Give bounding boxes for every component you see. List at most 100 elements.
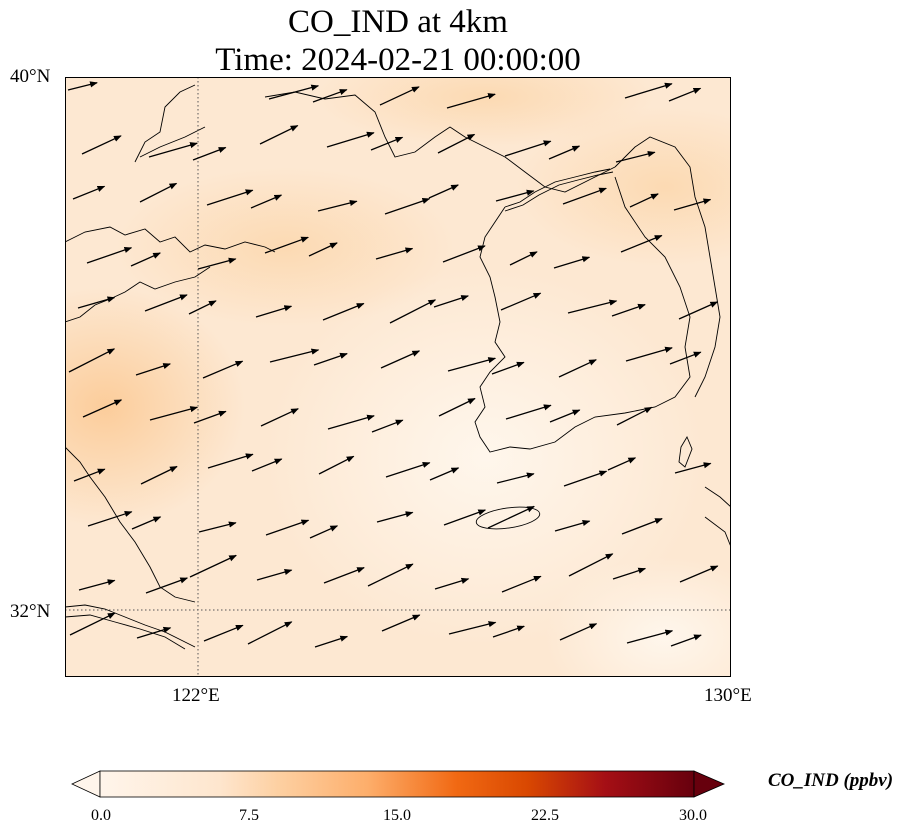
map-border — [65, 77, 731, 677]
wind-arrow — [428, 184, 459, 199]
wind-arrow — [131, 516, 162, 530]
wind-vectors — [67, 81, 719, 648]
wind-arrow — [385, 462, 431, 478]
wind-arrow — [265, 519, 310, 536]
wind-arrow — [621, 517, 663, 535]
wind-arrow — [509, 251, 538, 266]
wind-arrow — [367, 563, 414, 587]
wind-arrow — [495, 189, 535, 202]
wind-arrow — [554, 520, 591, 532]
wind-arrow — [562, 187, 607, 205]
colorbar-label: CO_IND (ppbv) — [768, 770, 894, 791]
wind-arrow — [678, 301, 719, 320]
map-title: CO_IND at 4km — [288, 4, 508, 40]
wind-arrow — [384, 198, 431, 215]
wind-arrow — [611, 303, 646, 317]
wind-arrow — [375, 247, 414, 260]
wind-arrow — [625, 346, 673, 362]
wind-arrow — [206, 189, 254, 206]
wind-arrow — [78, 579, 116, 591]
wind-arrow — [443, 509, 487, 526]
wind-arrow — [669, 351, 702, 365]
colorbar-extend-low — [71, 770, 101, 798]
wind-arrow — [568, 553, 614, 577]
wind-arrow — [86, 247, 133, 264]
wind-arrow — [607, 457, 637, 471]
wind-arrow — [626, 629, 674, 644]
wind-arrow — [269, 348, 320, 363]
lat-label-40n: 40°N — [10, 66, 51, 87]
wind-arrow — [448, 621, 497, 635]
colorbar — [71, 770, 726, 798]
colorbar-extend-high — [693, 770, 726, 798]
wind-arrow — [139, 182, 178, 203]
colorbar-tick-30: 30.0 — [679, 807, 707, 824]
colorbar-tick-15: 15.0 — [383, 807, 411, 824]
wind-arrow — [149, 406, 199, 421]
wind-arrow — [429, 467, 460, 481]
wind-arrow — [558, 359, 597, 378]
gridlines — [65, 77, 731, 677]
wind-arrow — [496, 472, 535, 484]
wind-arrow — [72, 185, 106, 200]
wind-arrow — [487, 505, 535, 529]
wind-arrow — [492, 625, 525, 638]
wind-arrow — [559, 623, 598, 641]
wind-arrow — [563, 470, 608, 487]
wind-arrow — [198, 521, 237, 533]
wind-arrow — [207, 453, 254, 469]
wind-arrow — [668, 87, 702, 102]
wind-arrow — [446, 93, 496, 109]
wind-arrow — [376, 511, 414, 523]
wind-arrow — [548, 145, 581, 160]
lat-label-32n: 32°N — [10, 601, 51, 622]
lon-label-122e: 122°E — [172, 685, 220, 706]
wind-arrow — [317, 199, 358, 212]
wind-arrow — [260, 408, 299, 427]
wind-arrow — [82, 399, 123, 418]
wind-arrow — [193, 410, 227, 424]
wind-arrow — [438, 397, 476, 417]
wind-arrow — [326, 131, 375, 148]
wind-arrow — [81, 135, 122, 155]
wind-arrow — [192, 146, 227, 161]
wind-arrow — [140, 465, 178, 485]
wind-arrow — [247, 621, 293, 645]
wind-arrow — [309, 525, 339, 539]
wind-arrow — [313, 352, 348, 366]
wind-arrow — [148, 142, 198, 158]
wind-arrow — [437, 133, 476, 154]
lon-label-130e: 130°E — [704, 685, 752, 706]
wind-arrow — [77, 296, 116, 309]
wind-arrow — [323, 566, 365, 584]
wind-arrow — [616, 406, 653, 426]
wind-arrow — [197, 257, 237, 270]
wind-arrow — [381, 614, 421, 632]
wind-arrow — [130, 252, 161, 267]
wind-arrow — [612, 567, 647, 580]
wind-arrow — [379, 86, 420, 106]
concentration-field — [65, 77, 731, 677]
wind-arrow — [380, 350, 421, 369]
wind-arrow — [318, 455, 355, 475]
wind-arrow — [255, 305, 293, 318]
wind-arrow — [433, 295, 469, 308]
wind-arrow — [673, 198, 712, 211]
wind-arrow — [670, 634, 702, 647]
wind-arrow — [624, 82, 673, 99]
wind-arrow — [256, 569, 293, 581]
wind-arrow — [615, 150, 656, 163]
wind-arrow — [629, 193, 659, 208]
wind-arrow — [68, 348, 116, 373]
wind-arrow — [501, 575, 542, 593]
wind-arrow — [434, 577, 470, 590]
wind-arrow — [268, 84, 320, 100]
wind-arrow — [442, 245, 486, 263]
wind-arrow — [264, 236, 309, 254]
wind-arrow — [145, 577, 189, 594]
wind-arrow — [371, 419, 404, 433]
wind-arrow — [312, 89, 348, 103]
wind-arrow — [69, 612, 116, 636]
wind-arrow — [553, 256, 591, 269]
wind-arrow — [136, 626, 172, 639]
